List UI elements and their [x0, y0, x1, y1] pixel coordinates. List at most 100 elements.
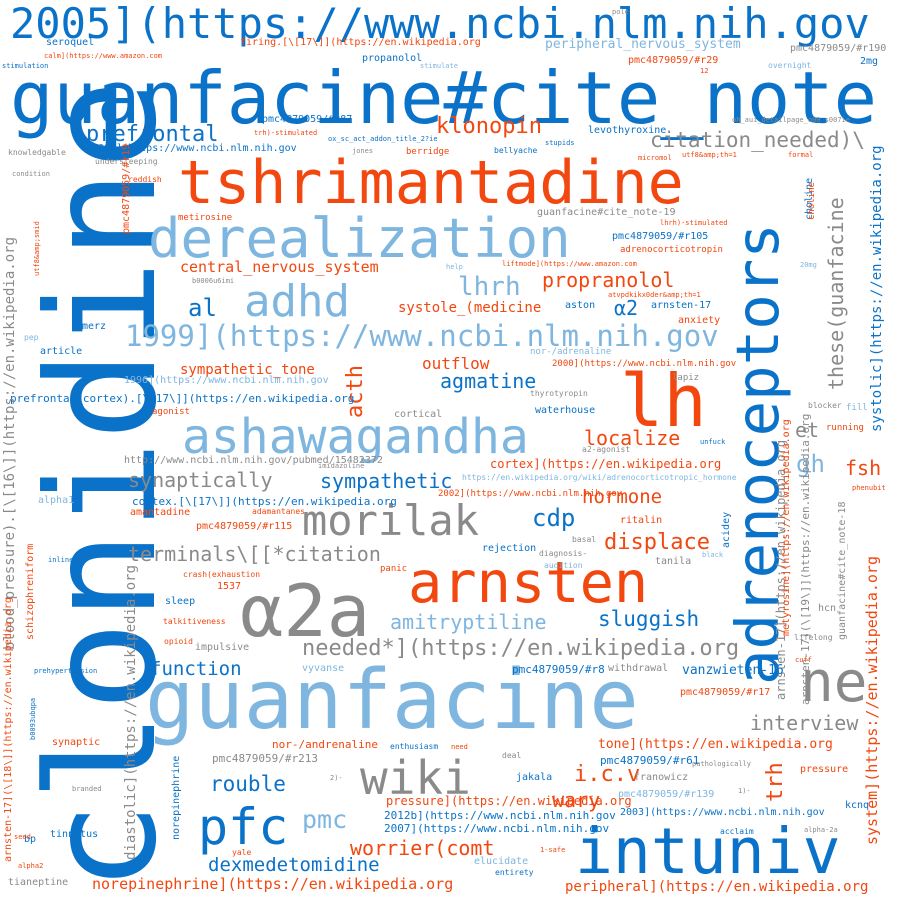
- word: talkitiveness: [163, 617, 226, 626]
- word: pmc4879059/#r213: [212, 752, 318, 765]
- word: pmc4879059/#r139: [618, 789, 715, 800]
- word: aston: [565, 300, 596, 311]
- word: entirety: [495, 868, 534, 877]
- word: arnsten-17: [651, 300, 712, 311]
- word: bp: [24, 834, 37, 845]
- word: oh_aui_detailpage_o00_s007ie: [732, 116, 851, 124]
- word: waterhouse: [535, 405, 596, 416]
- word: cuff: [795, 656, 812, 664]
- word: pmc4879059/#r105: [612, 231, 709, 242]
- word: hormone: [582, 486, 663, 508]
- word: agmatine: [440, 369, 537, 393]
- word: liftmode](https://www.amazon.com: [502, 260, 637, 268]
- word: utf8&amp;th=1: [682, 151, 737, 159]
- word: 2)-: [330, 774, 343, 782]
- word: pfc: [198, 798, 289, 856]
- word: derealization: [148, 207, 571, 270]
- word: acidey: [721, 511, 732, 548]
- word: deal: [502, 751, 522, 760]
- word: 2mg: [860, 56, 879, 67]
- word: i.c.v: [574, 762, 641, 787]
- word: basal: [572, 535, 597, 544]
- word: metyrosine](https://en.wikipedia.org: [781, 419, 792, 636]
- word: berridge: [406, 147, 450, 157]
- word: nor-/andrenaline: [272, 738, 378, 751]
- word: guanfacine#cite_note-19: [537, 207, 676, 218]
- word: 1-safe: [540, 846, 566, 854]
- word: α2a: [240, 569, 371, 653]
- word: 20mg: [800, 261, 817, 269]
- word: 12: [700, 67, 709, 75]
- word: needed*](https://en.wikipedia.org: [302, 636, 740, 661]
- word: 2007](https://www.ncbi.nlm.nih.gov: [384, 822, 610, 835]
- word: pmc4879059/#r115: [196, 521, 293, 532]
- word: formal: [788, 151, 814, 159]
- word: synaptic: [52, 737, 101, 748]
- word: dexmedetomidine: [208, 854, 380, 876]
- word: synaptically: [128, 468, 273, 492]
- word: 1999](https://www.ncbi.nlm.nih.gov: [125, 319, 719, 353]
- word: tshrimantadine: [178, 148, 684, 218]
- word: franowicz: [634, 772, 689, 783]
- word: audition: [544, 561, 583, 570]
- word: morilak: [302, 496, 480, 545]
- word: pressure](https://en.wikipedia.org: [386, 794, 632, 808]
- word: withdrawal: [608, 663, 669, 674]
- word: reddish: [128, 175, 162, 184]
- word: prefrontal: [86, 122, 219, 147]
- word: nor-/adrenaline: [530, 347, 612, 357]
- word: bellyache: [494, 146, 538, 155]
- word: agonist: [152, 407, 190, 417]
- word: stimulate: [420, 62, 458, 70]
- word: blocker: [808, 401, 842, 410]
- word: interview: [750, 711, 859, 735]
- word: citation_needed)\: [650, 128, 865, 152]
- word: article: [40, 346, 83, 357]
- word: et: [795, 418, 820, 442]
- word: a2-agonist: [582, 445, 631, 454]
- word: propranolol: [542, 268, 675, 292]
- word: pressure: [800, 764, 849, 775]
- word: branded: [72, 785, 102, 793]
- word: stupids: [545, 139, 575, 147]
- word: jakala: [516, 772, 553, 783]
- word: alpha2: [18, 862, 44, 870]
- word: b0093ubqpa: [29, 697, 37, 740]
- word: worrier(comt: [350, 836, 495, 860]
- word: pmc4879059/#r87: [262, 114, 353, 125]
- word: sleep: [165, 596, 196, 607]
- word: help: [446, 263, 463, 271]
- word: guanfacine#cite_note: [10, 56, 877, 140]
- word: adamantanes: [252, 507, 305, 516]
- word: peripheral](https://en.wikipedia.org: [565, 879, 869, 895]
- word: levothyroxine: [588, 125, 667, 136]
- word: tianeptine: [8, 877, 69, 888]
- word: seroquel: [46, 37, 95, 48]
- word: pmc4879059/#r29: [628, 55, 719, 66]
- word: pmc4879059/#r17: [680, 687, 771, 698]
- word: condition: [12, 170, 50, 178]
- word: yale: [232, 848, 252, 857]
- word: enthusiasm: [390, 742, 439, 751]
- word: these(guanfacine: [824, 197, 848, 390]
- word: crash(exhaustion: [183, 570, 261, 579]
- word: pole: [612, 8, 629, 16]
- word: 1)-: [738, 787, 751, 795]
- word: function: [150, 658, 242, 680]
- word: rouble: [210, 772, 286, 796]
- word: alpha1: [38, 495, 75, 506]
- word: undersleeping: [95, 157, 158, 166]
- word: fill: [846, 403, 868, 413]
- word: firing.[\[17\]](https://en.wikipedia.org: [240, 37, 481, 48]
- word: sympathetic_tone: [180, 362, 315, 378]
- word: central_nervous_system: [180, 258, 379, 276]
- word: ne: [800, 650, 868, 715]
- word: α2: [614, 296, 639, 320]
- word: amitryptiline: [390, 610, 547, 634]
- word: arnsten: [408, 550, 649, 616]
- word: lhrh: [458, 272, 521, 302]
- word: cortex](https://en.wikipedia.org: [490, 457, 722, 471]
- word: 2003](https://www.ncbi.nlm.nih.gov: [620, 807, 825, 818]
- word: vanzwieten-16: [682, 663, 784, 678]
- word: metirosine: [178, 213, 233, 223]
